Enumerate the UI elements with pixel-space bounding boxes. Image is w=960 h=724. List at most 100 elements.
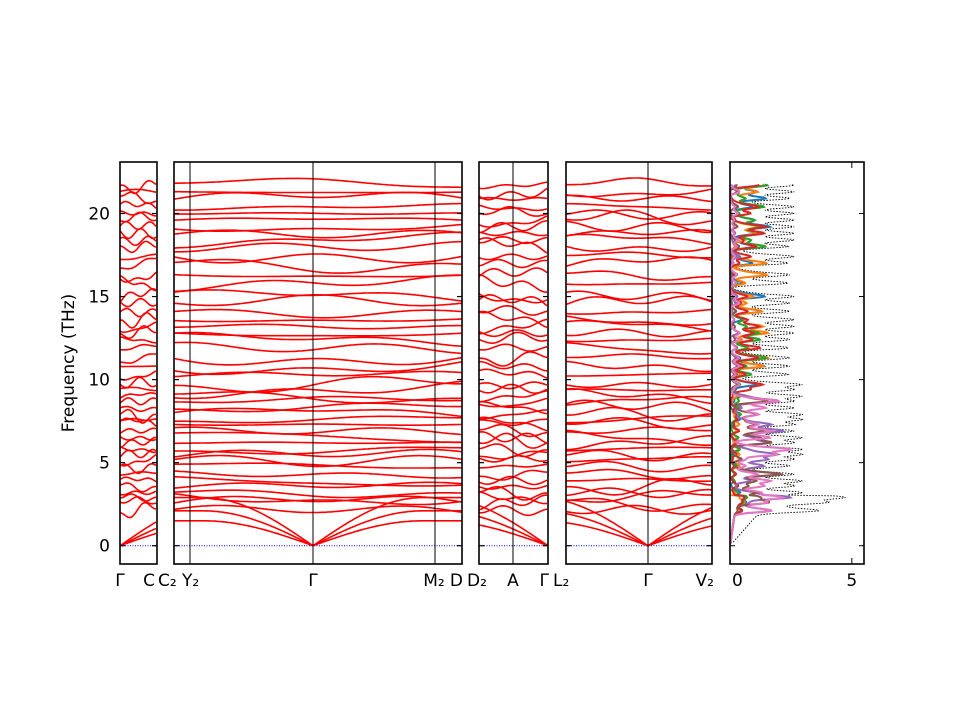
x-tick-label: Γ xyxy=(540,571,550,591)
phonon-band xyxy=(173,489,463,499)
phonon-band xyxy=(119,180,157,195)
phonon-band xyxy=(173,332,463,337)
phonon-band xyxy=(173,341,463,355)
phonon-band xyxy=(119,211,157,223)
phonon-band xyxy=(565,295,713,306)
acoustic-band xyxy=(565,500,713,547)
phonon-band xyxy=(565,341,713,355)
acoustic-band xyxy=(174,510,462,546)
phonon-band xyxy=(173,380,463,400)
phonon-band xyxy=(565,245,713,253)
phonon-band xyxy=(565,460,713,473)
x-tick-label: A xyxy=(507,571,519,591)
x-tick-label: L₂ xyxy=(553,571,569,591)
phonon-band xyxy=(174,391,462,404)
phonon-band xyxy=(119,376,157,389)
phonon-band xyxy=(119,321,157,334)
phonon-band xyxy=(174,415,462,424)
phonon-band xyxy=(566,406,713,422)
phonon-band xyxy=(119,476,157,483)
y-tick-label: 0 xyxy=(99,537,110,557)
phonon-band xyxy=(173,223,463,232)
phonon-band xyxy=(565,388,712,392)
phonon-band xyxy=(174,462,462,469)
phonon-band xyxy=(119,493,157,503)
phonon-band xyxy=(173,361,463,376)
phonon-band xyxy=(119,297,157,308)
x-tick-label: Γ xyxy=(115,571,125,591)
phonon-band xyxy=(173,481,463,489)
phonon-band xyxy=(119,307,157,318)
phonon-band xyxy=(173,294,463,307)
phonon-band xyxy=(173,356,463,366)
x-tick-label: M₂ xyxy=(423,571,444,591)
phonon-band xyxy=(566,468,712,480)
phonon-band xyxy=(119,427,157,434)
phonon-band xyxy=(119,191,157,205)
phonon-band xyxy=(174,190,463,194)
phonon-band xyxy=(565,395,713,406)
phonon-band xyxy=(119,435,157,442)
phonon-band xyxy=(119,311,157,329)
phonon-band xyxy=(565,381,713,389)
phonon-band xyxy=(173,253,463,264)
phonon-band xyxy=(173,375,462,393)
phonon-band xyxy=(565,417,713,430)
x-tick-label: V₂ xyxy=(696,571,714,591)
phonon-band xyxy=(119,445,157,454)
phonon-band xyxy=(565,328,713,338)
phonon-band xyxy=(119,271,157,283)
x-tick-label: D₂ xyxy=(467,571,487,591)
acoustic-band xyxy=(119,521,157,547)
phonon-band xyxy=(119,287,157,303)
phonon-band xyxy=(119,501,157,519)
phonon-band xyxy=(565,337,713,343)
band-panel-1 xyxy=(173,177,463,547)
phonon-band xyxy=(174,212,462,215)
phonon-band xyxy=(173,407,463,418)
phonon-band xyxy=(565,220,713,234)
phonon-band xyxy=(173,402,462,413)
phonon-band xyxy=(565,233,713,246)
acoustic-band xyxy=(565,512,713,547)
phonon-band xyxy=(119,365,156,368)
acoustic-band xyxy=(119,532,157,547)
phonon-band xyxy=(119,462,157,475)
y-tick-label: 15 xyxy=(88,288,110,308)
phonon-band xyxy=(119,188,157,193)
phonon-band xyxy=(565,209,713,221)
dos-panel-frame xyxy=(729,161,865,565)
y-axis-label: Frequency (THz) xyxy=(59,294,79,433)
phonon-band xyxy=(119,253,157,261)
phonon-band xyxy=(173,331,463,348)
phonon-band xyxy=(119,470,157,476)
phonon-band xyxy=(119,397,157,406)
phonon-band xyxy=(173,229,463,239)
phonon-band xyxy=(174,240,463,253)
phonon-band xyxy=(566,372,712,377)
phonon-band xyxy=(173,454,463,468)
phonon-band xyxy=(174,177,462,189)
phonon-band xyxy=(565,308,713,315)
phonon-band xyxy=(565,504,713,515)
phonon-band xyxy=(173,258,463,274)
phonon-band xyxy=(173,475,463,487)
phonon-band xyxy=(565,388,713,405)
phonon-band xyxy=(173,191,463,200)
phonon-band xyxy=(566,270,712,281)
phonon-band xyxy=(119,482,156,493)
phonon-band xyxy=(174,431,462,444)
phonon-band xyxy=(119,353,156,364)
phonon-band xyxy=(173,289,463,302)
phonon-band xyxy=(174,202,462,211)
panel-frame xyxy=(119,161,158,565)
x-tick-label: D xyxy=(450,571,463,591)
phonon-band xyxy=(565,497,713,512)
y-tick-label: 5 xyxy=(99,454,110,474)
phonon-band xyxy=(119,453,157,467)
phonon-band xyxy=(119,240,157,254)
phonon-band xyxy=(173,217,463,221)
phonon-band xyxy=(565,360,713,373)
acoustic-band xyxy=(565,522,713,547)
phonon-band xyxy=(119,336,157,344)
